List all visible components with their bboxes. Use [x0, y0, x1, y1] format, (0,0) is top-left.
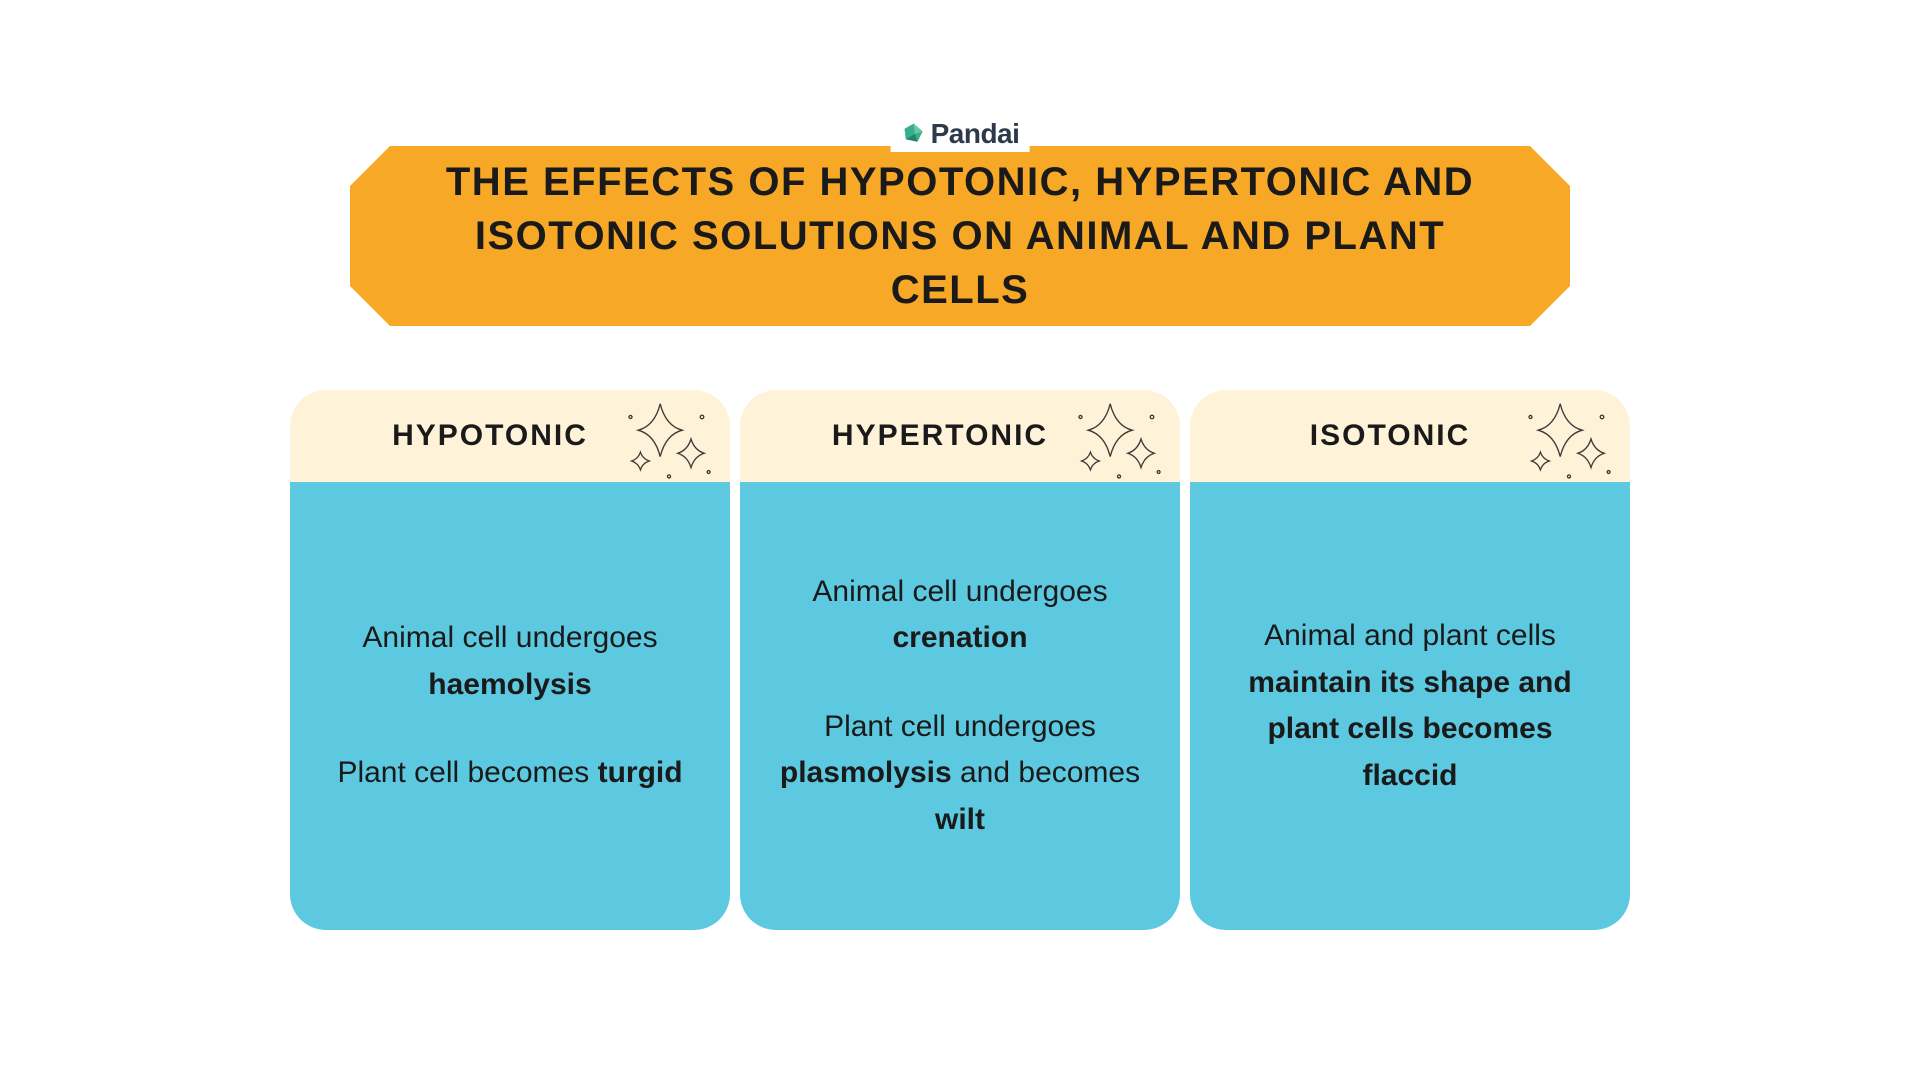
sparkle-icon [1064, 390, 1174, 494]
card-body-text: Animal cell undergoes haemolysisPlant ce… [320, 615, 700, 797]
card-hypotonic: HYPOTONIC Animal cell undergoes haemolys… [290, 390, 730, 930]
sparkle-icon [614, 390, 724, 494]
sparkle-icon [1514, 390, 1624, 494]
card-body: Animal cell undergoes crenationPlant cel… [740, 482, 1180, 930]
card-heading: ISOTONIC [1310, 419, 1470, 453]
card-hypertonic: HYPERTONIC Animal cell undergoes crenati… [740, 390, 1180, 930]
title-text: THE EFFECTS OF HYPOTONIC, HYPERTONIC AND… [440, 155, 1480, 317]
card-header: HYPOTONIC [290, 390, 730, 482]
brand-logo: Pandai [891, 116, 1030, 152]
brand-name: Pandai [931, 118, 1020, 150]
card-isotonic: ISOTONIC Animal and plant cells maintain… [1190, 390, 1630, 930]
pandai-logo-icon [901, 121, 927, 147]
card-body-text: Animal cell undergoes crenationPlant cel… [770, 569, 1150, 844]
card-header: ISOTONIC [1190, 390, 1630, 482]
title-banner: THE EFFECTS OF HYPOTONIC, HYPERTONIC AND… [350, 146, 1570, 326]
cards-row: HYPOTONIC Animal cell undergoes haemolys… [290, 390, 1630, 930]
card-header: HYPERTONIC [740, 390, 1180, 482]
card-heading: HYPOTONIC [392, 419, 588, 453]
infographic-canvas: Pandai THE EFFECTS OF HYPOTONIC, HYPERTO… [190, 110, 1730, 970]
card-body: Animal and plant cells maintain its shap… [1190, 482, 1630, 930]
card-body: Animal cell undergoes haemolysisPlant ce… [290, 482, 730, 930]
card-body-text: Animal and plant cells maintain its shap… [1220, 613, 1600, 799]
card-heading: HYPERTONIC [832, 419, 1048, 453]
